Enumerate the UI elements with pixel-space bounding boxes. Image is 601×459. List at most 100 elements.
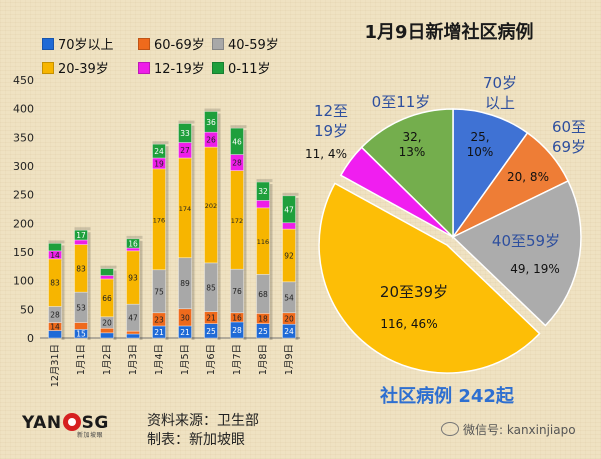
bar-value-label: 21	[180, 328, 190, 337]
bar-value-label: 20	[284, 315, 294, 324]
legend-item: 0-11岁	[212, 58, 271, 77]
bar-cap	[152, 141, 169, 145]
bar-segment-shadow	[269, 276, 273, 316]
legend-item: 20-39岁	[42, 58, 109, 77]
bar-value-label: 24	[284, 327, 294, 336]
bar-segment	[100, 332, 114, 339]
y-tick-label: 50	[20, 303, 34, 316]
bar-value-label: 18	[258, 315, 268, 324]
bar-segment-shadow	[243, 172, 247, 272]
bar-value-label: 93	[128, 274, 138, 283]
bar-cap	[178, 120, 195, 124]
bar-value-label: 53	[76, 303, 86, 312]
pie-value-label: 11, 4%	[305, 147, 347, 161]
bar-segment-shadow	[191, 159, 195, 260]
bar-segment-shadow	[113, 330, 117, 335]
bar-value-label: 76	[232, 287, 242, 296]
legend-label: 70岁以上	[58, 38, 114, 53]
bar-segment	[48, 330, 62, 339]
bar-value-label: 14	[50, 251, 60, 260]
x-tick-label: 1月9日	[284, 344, 295, 375]
bar-value-label: 16	[128, 239, 138, 248]
bar-segment-shadow	[113, 334, 117, 340]
bar-value-label: 21	[154, 328, 164, 337]
bar-cap	[74, 227, 91, 231]
bar-segment-shadow	[139, 333, 143, 336]
bar-value-label: 83	[76, 264, 86, 273]
bar-segment-shadow	[243, 271, 247, 315]
x-tick-label: 1月1日	[76, 344, 87, 375]
bar-segment-shadow	[295, 224, 299, 232]
legend-label: 20-39岁	[58, 62, 109, 77]
bar-value-label: 202	[205, 202, 217, 210]
pie-slice	[318, 182, 541, 374]
pie-slice	[452, 108, 529, 240]
bar-cap	[100, 265, 117, 269]
bar-segment-shadow	[113, 277, 117, 281]
bar-value-label: 25	[258, 327, 268, 336]
bar-segment-shadow	[295, 197, 299, 225]
bar-segment-shadow	[269, 325, 273, 340]
bar-segment-shadow	[61, 252, 65, 261]
legend-label: 0-11岁	[228, 62, 271, 77]
bar-segment-shadow	[87, 331, 91, 340]
bar-value-label: 28	[232, 326, 242, 335]
bar-value-label: 15	[76, 330, 86, 339]
bar-value-label: 47	[128, 314, 138, 323]
bar-segment	[126, 333, 140, 339]
bar-value-label: 23	[154, 315, 164, 324]
bar-segment-shadow	[139, 240, 143, 250]
y-tick-label: 300	[13, 160, 34, 173]
bar-cap	[126, 235, 143, 239]
bar-cap	[256, 179, 273, 183]
pie-subtitle: 社区病例 242起	[380, 385, 515, 407]
bar-value-label: 66	[102, 294, 112, 303]
bar-segment	[178, 123, 192, 143]
source-note: 资料来源：卫生部 制表：新加坡眼	[147, 412, 259, 450]
wechat-icon	[441, 422, 459, 436]
bar-segment	[230, 127, 244, 155]
legend-item: 40-59岁	[212, 34, 279, 53]
bar-value-label: 47	[284, 205, 294, 214]
legend-item: 60-69岁	[138, 34, 205, 53]
bar-segment	[100, 275, 114, 280]
bar-value-label: 89	[180, 279, 190, 288]
bar-cap	[48, 240, 65, 244]
bar-segment-shadow	[243, 156, 247, 173]
bar-segment	[256, 181, 270, 201]
pie-value-label: 32, 13%	[399, 130, 426, 159]
bar-segment-shadow	[269, 209, 273, 277]
bar-segment-shadow	[139, 252, 143, 307]
bar-segment-shadow	[87, 294, 91, 325]
maker-text: 制表：新加坡眼	[147, 432, 245, 448]
yansg-logo: YAN SG 新加坡眼	[22, 413, 109, 439]
pie-category-label: 60至 69岁	[552, 118, 586, 156]
x-tick-label: 1月4日	[154, 344, 165, 375]
bar-value-label: 27	[180, 146, 190, 155]
bar-value-label: 20	[102, 319, 112, 328]
bar-segment	[74, 229, 88, 241]
pie-category-label: 70岁以上	[483, 74, 517, 112]
logo-icon	[62, 413, 81, 431]
bar-segment	[204, 111, 218, 133]
bar-chart-axes: 0 50 100 150 200 250 300 350 400 450 12月31日 1月1日 1月2…	[13, 74, 300, 387]
bar-chart-marks: 14 28 83 14 15 53 83 17 20 66 47 93 16 21 23 75 176 19 24 2…	[48, 108, 299, 340]
bar-segment-shadow	[61, 308, 65, 325]
y-tick-label: 400	[13, 103, 34, 116]
x-tick-label: 1月8日	[258, 344, 269, 375]
legend-swatch	[138, 38, 150, 50]
bar-segment-shadow	[295, 283, 299, 315]
bar-segment-shadow	[269, 184, 273, 203]
legend-swatch	[42, 38, 54, 50]
x-tick-label: 12月31日	[50, 344, 61, 387]
bar-value-label: 32	[258, 187, 268, 196]
bar-cap	[282, 192, 299, 196]
legend-swatch	[212, 38, 224, 50]
bar-segment-shadow	[243, 323, 247, 340]
bar-segment-shadow	[165, 170, 169, 272]
bar-segment-shadow	[87, 246, 91, 295]
bar-segment-shadow	[113, 270, 117, 278]
y-tick-label: 0	[27, 332, 34, 345]
x-tick-label: 1月5日	[180, 344, 191, 375]
bar-value-label: 36	[206, 118, 216, 127]
